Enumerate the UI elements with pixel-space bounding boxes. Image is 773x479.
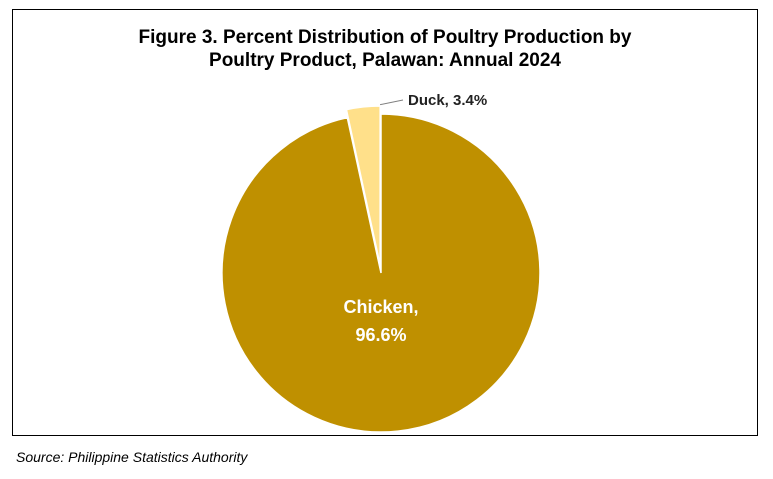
duck-leader-line xyxy=(379,99,404,106)
chart-title: Figure 3. Percent Distribution of Poultr… xyxy=(13,26,757,72)
data-label-chicken-name: Chicken, xyxy=(343,297,418,317)
chart-title-line-2: Poultry Product, Palawan: Annual 2024 xyxy=(209,50,561,71)
source-note: Source: Philippine Statistics Authority xyxy=(16,449,248,465)
pie-slice-chicken xyxy=(221,113,541,433)
pie-slice-duck xyxy=(345,105,381,266)
chart-title-line-1: Figure 3. Percent Distribution of Poultr… xyxy=(138,27,632,48)
data-label-chicken-value: 96.6% xyxy=(355,325,406,345)
data-label-duck: Duck, 3.4% xyxy=(408,92,487,109)
